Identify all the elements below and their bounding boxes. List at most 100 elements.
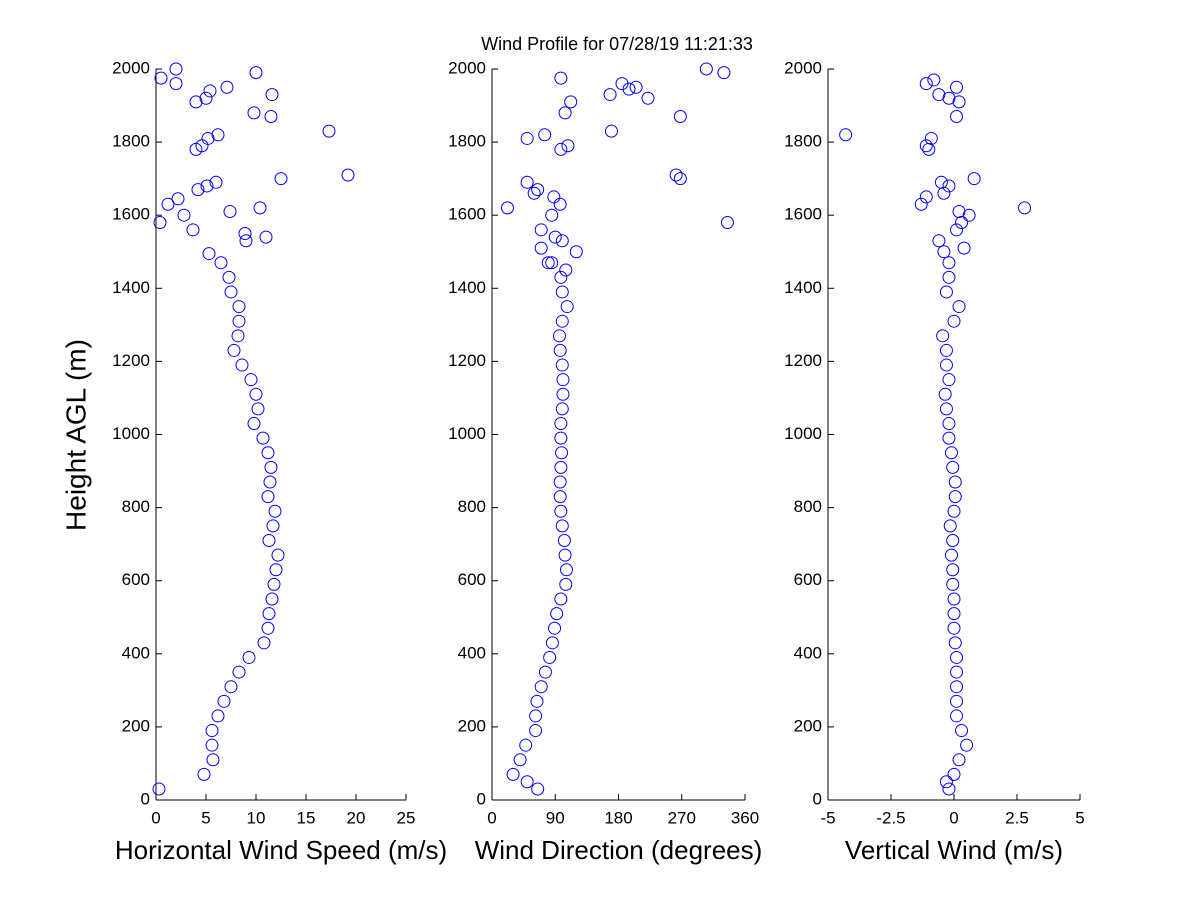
y-tick-label: 1600 xyxy=(112,205,150,224)
data-point xyxy=(261,490,275,504)
data-point xyxy=(967,172,981,186)
data-point xyxy=(153,216,167,230)
data-point xyxy=(944,548,958,562)
data-point xyxy=(553,490,567,504)
data-point xyxy=(950,665,964,679)
y-tick-label: 1000 xyxy=(112,424,150,443)
data-point xyxy=(169,62,183,76)
data-point xyxy=(555,314,569,328)
data-point xyxy=(559,263,573,277)
data-point xyxy=(957,241,971,255)
data-point xyxy=(1018,201,1032,215)
data-point xyxy=(214,256,228,270)
data-point xyxy=(257,636,271,650)
data-point xyxy=(720,216,734,230)
data-point xyxy=(641,91,655,105)
data-point xyxy=(541,256,555,270)
data-point xyxy=(939,343,953,357)
data-point xyxy=(519,738,533,752)
y-axis-label: Height AGL (m) xyxy=(60,339,91,531)
y-tick-label: 600 xyxy=(458,570,486,589)
y-tick-label: 1000 xyxy=(784,424,822,443)
data-point xyxy=(154,71,168,85)
data-point xyxy=(947,767,961,781)
data-point xyxy=(919,77,933,91)
data-point xyxy=(232,314,246,328)
data-point xyxy=(191,183,205,197)
data-point xyxy=(939,402,953,416)
data-point xyxy=(932,88,946,102)
data-point xyxy=(249,387,263,401)
data-point xyxy=(555,358,569,372)
data-point xyxy=(960,738,974,752)
y-tick-label: 0 xyxy=(813,789,822,808)
data-point xyxy=(227,343,241,357)
data-point xyxy=(942,256,956,270)
data-point xyxy=(839,128,853,142)
x-tick-label: 25 xyxy=(397,808,416,827)
y-tick-label: 2000 xyxy=(784,58,822,77)
data-point xyxy=(554,270,568,284)
data-point xyxy=(555,285,569,299)
data-point xyxy=(603,88,617,102)
data-point xyxy=(169,77,183,91)
data-point xyxy=(952,205,966,219)
data-point xyxy=(259,230,273,244)
data-point xyxy=(938,387,952,401)
data-point xyxy=(950,223,964,237)
data-point xyxy=(554,142,568,156)
data-point xyxy=(171,192,185,206)
y-tick-label: 400 xyxy=(794,643,822,662)
data-point xyxy=(500,201,514,215)
y-tick-label: 1600 xyxy=(784,205,822,224)
data-point xyxy=(529,724,543,738)
y-tick-label: 800 xyxy=(458,497,486,516)
data-point xyxy=(232,665,246,679)
data-point xyxy=(942,373,956,387)
y-tick-label: 600 xyxy=(122,570,150,589)
data-point xyxy=(948,636,962,650)
y-tick-label: 1400 xyxy=(448,278,486,297)
data-point xyxy=(177,208,191,222)
data-point xyxy=(545,208,559,222)
data-point xyxy=(669,168,683,182)
data-point xyxy=(538,665,552,679)
data-point xyxy=(232,300,246,314)
x-axis-label: Vertical Wind (m/s) xyxy=(845,835,1063,865)
data-point xyxy=(950,110,964,124)
data-point xyxy=(556,373,570,387)
data-point xyxy=(717,66,731,80)
data-point xyxy=(947,621,961,635)
data-point xyxy=(217,694,231,708)
data-point xyxy=(942,431,956,445)
data-point xyxy=(555,402,569,416)
y-tick-label: 200 xyxy=(458,716,486,735)
data-point xyxy=(239,234,253,248)
x-tick-label: 5 xyxy=(201,808,210,827)
data-point xyxy=(235,358,249,372)
x-tick-label: 0 xyxy=(151,808,160,827)
data-point xyxy=(201,131,215,145)
x-tick-label: 270 xyxy=(668,808,696,827)
data-point xyxy=(604,124,618,138)
data-point xyxy=(556,387,570,401)
data-point xyxy=(942,270,956,284)
y-tick-label: 400 xyxy=(122,643,150,662)
data-point xyxy=(263,475,277,489)
data-point xyxy=(197,767,211,781)
data-point xyxy=(946,460,960,474)
data-point xyxy=(942,417,956,431)
x-tick-label: 2.5 xyxy=(1005,808,1029,827)
data-point xyxy=(266,519,280,533)
x-tick-label: 360 xyxy=(731,808,759,827)
data-point xyxy=(554,71,568,85)
data-point xyxy=(942,91,956,105)
data-point xyxy=(557,533,571,547)
y-tick-label: 200 xyxy=(794,716,822,735)
data-point xyxy=(224,285,238,299)
data-point xyxy=(559,563,573,577)
data-point xyxy=(186,223,200,237)
y-tick-label: 0 xyxy=(477,789,486,808)
data-point xyxy=(946,533,960,547)
